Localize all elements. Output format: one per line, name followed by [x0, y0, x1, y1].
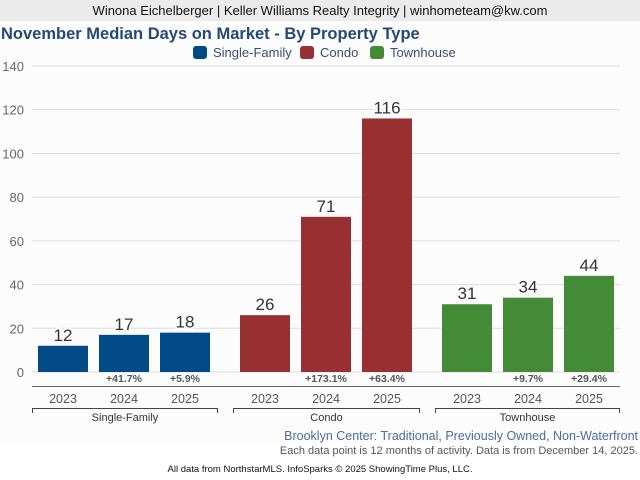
- group-bracket: [233, 408, 420, 413]
- legend-item-townhouse[interactable]: Townhouse: [370, 45, 456, 60]
- group-bracket: [435, 408, 620, 413]
- bar-condo-2023: [240, 315, 290, 372]
- legend-label: Townhouse: [390, 45, 456, 60]
- bar-value-label: 18: [176, 313, 195, 332]
- bar-value-label: 116: [373, 98, 400, 117]
- legend-swatch-single-family: [193, 46, 207, 59]
- bar-townhouse-2024: [503, 297, 553, 372]
- header-band: [0, 0, 640, 21]
- data-note: Each data point is 12 months of activity…: [279, 445, 638, 457]
- x-category-label: 2025: [171, 392, 199, 406]
- chart-title: November Median Days on Market - By Prop…: [1, 25, 420, 43]
- x-category-label: 2024: [514, 392, 542, 406]
- bar-value-label: 17: [115, 315, 134, 334]
- legend-swatch-condo: [300, 46, 314, 59]
- legend-item-condo[interactable]: Condo: [300, 45, 358, 60]
- group-label: Townhouse: [500, 412, 556, 424]
- legend-label: Single-Family: [213, 45, 292, 60]
- bar-value-label: 12: [54, 326, 73, 345]
- y-tick-label: 80: [10, 190, 24, 205]
- x-category-label: 2023: [251, 392, 279, 406]
- bar-townhouse-2023: [442, 304, 492, 372]
- y-tick-label: 140: [2, 59, 24, 74]
- bar-condo-2025: [362, 118, 412, 372]
- y-tick-label: 40: [10, 278, 24, 293]
- bar-value-label: 71: [317, 197, 336, 216]
- x-category-label: 2025: [575, 392, 603, 406]
- bar-value-label: 44: [580, 256, 599, 275]
- y-tick-label: 60: [10, 234, 24, 249]
- bar-value-label: 34: [519, 278, 538, 297]
- bar-value-label: 26: [256, 295, 275, 314]
- x-category-label: 2024: [110, 392, 138, 406]
- bar-townhouse-2025: [564, 275, 614, 372]
- bar-condo-2024: [301, 216, 351, 372]
- location-filter-label: Brooklyn Center: Traditional, Previously…: [284, 429, 638, 443]
- bar-single-family-2023: [38, 345, 88, 372]
- y-tick-label: 100: [2, 146, 24, 161]
- bar-value-label: 31: [458, 284, 477, 303]
- percent-change-label: +5.9%: [170, 373, 201, 385]
- x-category-label: 2025: [373, 392, 401, 406]
- y-tick-label: 20: [10, 321, 24, 336]
- x-category-label: 2023: [453, 392, 481, 406]
- percent-change-label: +9.7%: [513, 373, 544, 385]
- group-bracket: [32, 408, 218, 413]
- x-category-label: 2024: [312, 392, 340, 406]
- percent-change-label: +173.1%: [305, 373, 347, 385]
- agent-contact-header: Winona Eichelberger | Keller Williams Re…: [92, 3, 548, 18]
- x-category-label: 2023: [49, 392, 77, 406]
- chart-legend: Single-Family Condo Townhouse: [0, 45, 640, 61]
- bar-single-family-2024: [99, 334, 149, 372]
- percent-change-label: +29.4%: [571, 373, 608, 385]
- y-tick-label: 120: [2, 103, 24, 118]
- percent-change-label: +63.4%: [369, 373, 406, 385]
- legend-swatch-townhouse: [370, 46, 384, 59]
- footer-credit: All data from NorthstarMLS. InfoSparks ©…: [167, 464, 473, 475]
- y-tick-label: 0: [17, 365, 24, 380]
- bar-single-family-2025: [160, 332, 210, 372]
- group-label: Single-Family: [92, 412, 159, 424]
- group-label: Condo: [310, 412, 342, 424]
- legend-item-single-family[interactable]: Single-Family: [193, 45, 292, 60]
- percent-change-label: +41.7%: [106, 373, 143, 385]
- legend-label: Condo: [320, 45, 359, 60]
